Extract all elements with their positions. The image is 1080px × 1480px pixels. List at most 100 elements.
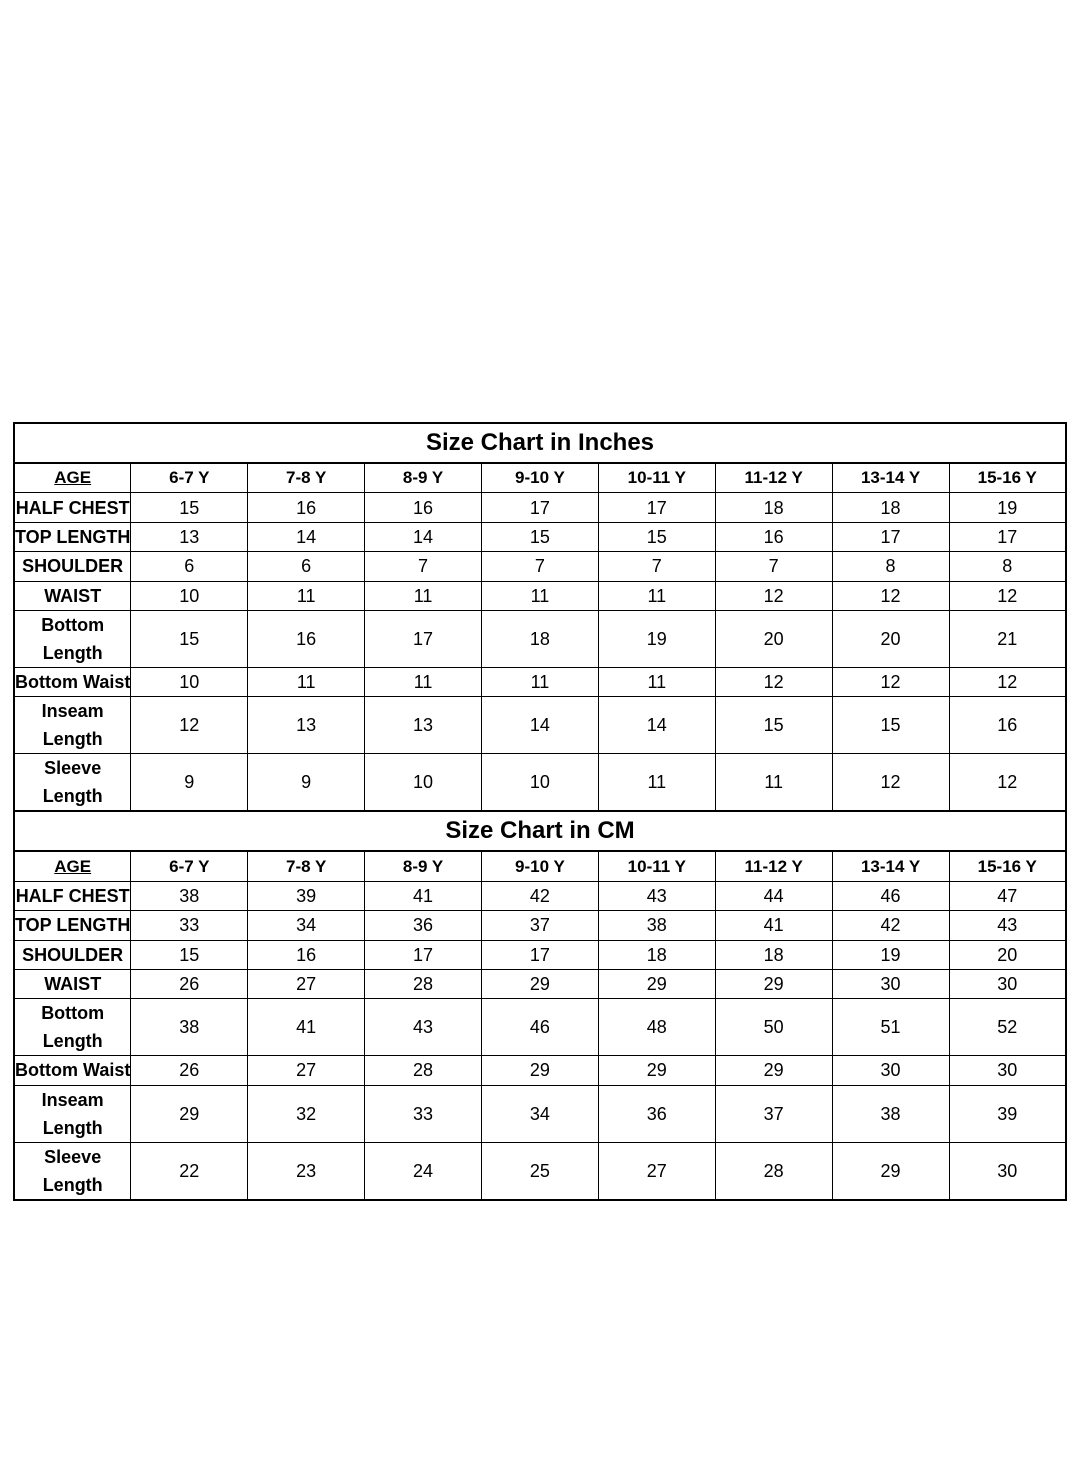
measurement-value: 17 [481,939,599,970]
measurement-value: 16 [247,939,366,970]
measurement-value: 12 [831,753,950,812]
measurement-value: 13 [247,696,366,755]
table-row: Bottom Waist 26 27 28 29 29 29 30 30 [13,1055,1067,1086]
measurement-value: 15 [130,609,249,668]
measurement-value: 11 [481,666,599,698]
measurement-value: 41 [714,910,833,941]
measurement-label: Bottom Length [13,998,132,1057]
measurement-value: 17 [364,939,482,970]
measurement-value: 14 [364,521,482,553]
measurement-value: 16 [714,521,833,553]
measurement-value: 29 [481,1055,599,1086]
measurement-value: 28 [364,968,482,1000]
size-header: 15-16 Y [948,850,1067,882]
measurement-value: 30 [831,968,950,1000]
measurement-value: 20 [948,939,1067,970]
measurement-value: 43 [597,880,716,912]
measurement-value: 19 [948,492,1067,523]
measurement-value: 26 [130,1055,249,1086]
measurement-value: 38 [831,1084,950,1143]
measurement-value: 29 [130,1084,249,1143]
size-header: 10-11 Y [597,462,716,494]
measurement-value: 41 [247,998,366,1057]
measurement-value: 17 [364,609,482,668]
size-header: 11-12 Y [714,462,833,494]
table-row: HALF CHEST 15 16 16 17 17 18 18 19 [13,492,1067,523]
measurement-value: 29 [597,1055,716,1086]
measurement-value: 10 [130,580,249,611]
measurement-value: 30 [948,1055,1067,1086]
table-row: Bottom Length 38 41 43 46 48 50 51 52 [13,998,1067,1057]
measurement-value: 7 [597,551,716,582]
measurement-value: 22 [130,1141,249,1201]
measurement-value: 33 [364,1084,482,1143]
measurement-value: 12 [948,666,1067,698]
measurement-value: 18 [597,939,716,970]
measurement-value: 18 [714,939,833,970]
measurement-label: HALF CHEST [13,492,132,523]
size-header: 8-9 Y [364,850,482,882]
measurement-value: 42 [481,880,599,912]
measurement-value: 11 [597,753,716,812]
measurement-value: 39 [948,1084,1067,1143]
size-header: 10-11 Y [597,850,716,882]
measurement-value: 29 [714,1055,833,1086]
size-header: 6-7 Y [130,850,249,882]
table-title: Size Chart in Inches [13,422,1067,464]
measurement-value: 37 [481,910,599,941]
measurement-value: 29 [831,1141,950,1201]
measurement-value: 52 [948,998,1067,1057]
measurement-value: 24 [364,1141,482,1201]
measurement-value: 29 [714,968,833,1000]
measurement-value: 37 [714,1084,833,1143]
measurement-value: 15 [714,696,833,755]
measurement-value: 47 [948,880,1067,912]
measurement-label: Bottom Length [13,609,132,668]
measurement-value: 17 [597,492,716,523]
measurement-value: 16 [247,609,366,668]
size-header: 11-12 Y [714,850,833,882]
age-header: AGE [13,462,132,494]
measurement-label: WAIST [13,968,132,1000]
measurement-value: 12 [130,696,249,755]
measurement-value: 8 [831,551,950,582]
header-row: AGE 6-7 Y 7-8 Y 8-9 Y 9-10 Y 10-11 Y 11-12 Y 13… [13,850,1067,882]
measurement-value: 43 [364,998,482,1057]
measurement-value: 19 [597,609,716,668]
measurement-value: 7 [364,551,482,582]
measurement-value: 11 [481,580,599,611]
measurement-value: 10 [364,753,482,812]
measurement-value: 10 [130,666,249,698]
measurement-label: HALF CHEST [13,880,132,912]
size-header: 7-8 Y [247,850,366,882]
measurement-value: 25 [481,1141,599,1201]
measurement-value: 11 [247,666,366,698]
measurement-value: 34 [247,910,366,941]
size-header: 8-9 Y [364,462,482,494]
measurement-value: 27 [597,1141,716,1201]
measurement-value: 20 [714,609,833,668]
measurement-value: 6 [130,551,249,582]
measurement-value: 7 [714,551,833,582]
measurement-value: 34 [481,1084,599,1143]
measurement-label: Sleeve Length [13,1141,132,1201]
measurement-value: 27 [247,1055,366,1086]
measurement-value: 16 [364,492,482,523]
table-row: SHOULDER 15 16 17 17 18 18 19 20 [13,939,1067,970]
size-header: 9-10 Y [481,462,599,494]
measurement-label: Inseam Length [13,696,132,755]
table-title: Size Chart in CM [13,810,1067,853]
measurement-value: 15 [597,521,716,553]
measurement-value: 8 [948,551,1067,582]
size-header: 15-16 Y [948,462,1067,494]
measurement-label: TOP LENGTH [13,910,132,941]
measurement-label: TOP LENGTH [13,521,132,553]
measurement-value: 26 [130,968,249,1000]
table-row: Inseam Length 12 13 13 14 14 15 15 16 [13,696,1067,755]
measurement-value: 23 [247,1141,366,1201]
measurement-value: 38 [130,998,249,1057]
measurement-value: 29 [481,968,599,1000]
table-row: HALF CHEST 38 39 41 42 43 44 46 47 [13,880,1067,912]
measurement-value: 29 [597,968,716,1000]
measurement-value: 18 [481,609,599,668]
